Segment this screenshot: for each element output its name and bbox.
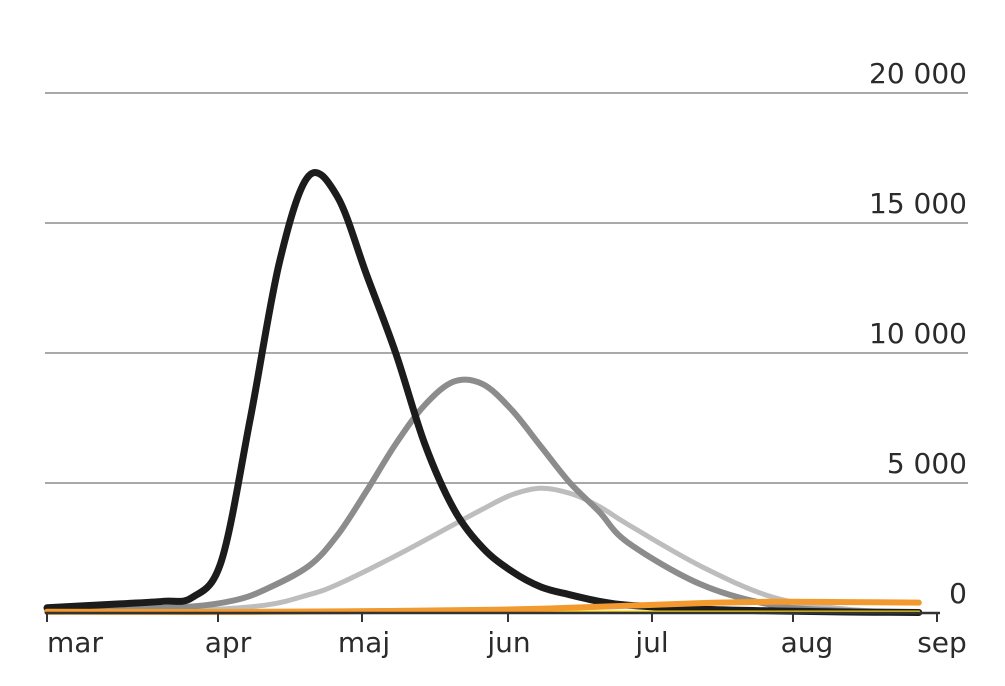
grid-lines [45,92,968,484]
y-axis-labels: 0 5 000 10 000 15 000 20 000 [869,57,967,610]
y-tick-label: 5 000 [887,447,967,480]
x-tick-label: jul [634,626,668,659]
y-tick-label: 10 000 [869,317,967,350]
series-line-1 [43,169,923,616]
x-tick-label: jun [486,626,530,659]
y-tick-label: 0 [949,577,967,610]
x-tick-label: sep [917,626,967,659]
x-tick-label: maj [338,626,390,659]
y-tick-label: 20 000 [869,57,967,90]
x-tick-label: aug [781,626,834,659]
y-tick-label: 15 000 [869,187,967,220]
x-tick-label: apr [205,626,252,659]
x-tick-label: mar [47,626,103,659]
series-lines [43,169,923,616]
x-axis: mar apr maj jun jul aug sep [45,611,967,659]
series-line-3 [44,485,922,615]
series-line-2 [44,376,922,616]
